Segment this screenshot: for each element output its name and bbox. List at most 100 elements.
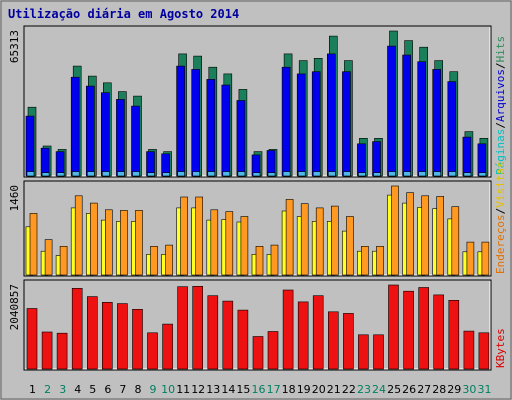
legend-separator: / [494,208,507,215]
bar-páginas-day-20 [312,171,321,177]
day-label-31: 31 [478,383,492,396]
day-label-3: 3 [59,383,66,396]
bar-endereços-day-5 [90,202,98,276]
bar-arquivos-day-3 [55,151,65,177]
day-label-19: 19 [297,383,311,396]
bar-páginas-day-28 [433,171,442,177]
bar-kbytes-day-30 [463,330,475,370]
bar-arquivos-day-2 [40,147,50,177]
bar-endereços-day-6 [105,209,113,276]
bar-arquivos-day-6 [101,92,110,177]
bar-kbytes-day-29 [448,299,460,370]
bar-arquivos-day-23 [357,143,366,177]
bar-endereços-day-12 [195,196,203,276]
bar-páginas-day-30 [463,172,472,177]
bar-arquivos-day-24 [372,141,381,177]
bar-páginas-day-24 [373,172,381,177]
bar-kbytes-day-27 [418,287,430,370]
day-label-14: 14 [221,383,235,396]
day-label-28: 28 [432,383,446,396]
bar-endereços-day-24 [376,246,384,276]
day-label-25: 25 [387,383,401,396]
day-label-15: 15 [236,383,250,396]
panel-ymax-label: 65313 [8,30,21,63]
bar-endereços-day-29 [451,206,460,276]
bar-endereços-day-1 [29,213,38,276]
day-label-4: 4 [74,383,81,396]
day-label-17: 17 [267,383,281,396]
bar-kbytes-day-23 [358,334,369,370]
bar-arquivos-day-14 [221,84,231,177]
bar-páginas-day-6 [102,171,110,177]
bar-arquivos-day-30 [462,136,472,177]
bar-kbytes-day-9 [147,332,158,370]
day-label-10: 10 [161,383,175,396]
bar-endereços-day-20 [315,207,324,276]
panel-ymax-label: 1460 [8,185,21,212]
bar-kbytes-day-20 [312,295,324,370]
bar-kbytes-day-17 [267,331,279,370]
bar-arquivos-day-17 [266,150,276,177]
bar-endereços-day-2 [44,239,53,276]
legend-entry: Visitas [494,161,507,207]
bar-kbytes-day-5 [87,296,98,370]
bar-páginas-day-10 [162,172,170,177]
day-label-16: 16 [252,383,266,396]
bar-endereços-day-30 [466,241,475,276]
day-label-22: 22 [342,383,356,396]
bar-endereços-day-31 [481,241,490,276]
bar-arquivos-day-1 [25,115,35,177]
legend-entry: Hits [494,36,507,63]
bar-endereços-day-11 [180,196,188,276]
bar-páginas-day-8 [132,171,140,177]
panel-legend: KBytes [494,328,507,368]
bar-endereços-day-26 [406,192,414,276]
bar-páginas-day-23 [358,172,366,177]
bar-arquivos-day-11 [176,65,185,177]
bar-endereços-day-4 [74,195,83,276]
bar-kbytes-day-14 [222,300,234,370]
bar-kbytes-day-6 [102,301,113,370]
bar-arquivos-day-19 [296,73,306,177]
day-label-7: 7 [119,383,126,396]
bar-páginas-day-18 [282,171,291,177]
legend-separator: / [494,122,507,129]
day-label-29: 29 [447,383,461,396]
bar-endereços-day-18 [285,199,294,276]
bar-endereços-day-21 [330,205,339,276]
bar-endereços-day-28 [436,196,445,276]
panel-visits-sites: 1460 Endereços/Visitas [8,161,507,277]
bar-kbytes-day-13 [207,295,219,370]
bar-páginas-day-13 [207,171,216,177]
bar-endereços-day-25 [391,185,399,276]
bar-endereços-day-3 [59,246,68,276]
bar-endereços-day-16 [255,246,264,276]
bar-páginas-day-5 [87,171,95,177]
bar-arquivos-day-4 [70,76,80,177]
bar-páginas-day-12 [192,171,200,177]
bar-páginas-day-9 [147,172,155,177]
bar-kbytes-day-3 [56,332,68,370]
day-label-8: 8 [135,383,142,396]
bar-endereços-day-15 [240,216,249,276]
day-label-30: 30 [462,383,476,396]
bar-kbytes-day-12 [192,285,203,370]
bar-kbytes-day-24 [373,334,384,370]
bar-páginas-day-29 [448,171,457,177]
bar-kbytes-day-21 [327,311,339,370]
bar-páginas-day-31 [478,172,487,177]
legend-separator: / [494,62,507,69]
bar-arquivos-day-9 [146,151,155,177]
day-label-9: 9 [150,383,157,396]
bar-páginas-day-17 [267,172,276,177]
bar-arquivos-day-13 [206,79,216,177]
legend-entry: Páginas [494,129,507,175]
bar-endereços-day-17 [270,244,279,276]
bar-páginas-day-25 [388,171,396,177]
bar-kbytes-day-26 [403,290,414,370]
bar-endereços-day-23 [361,246,369,276]
day-label-5: 5 [89,383,96,396]
